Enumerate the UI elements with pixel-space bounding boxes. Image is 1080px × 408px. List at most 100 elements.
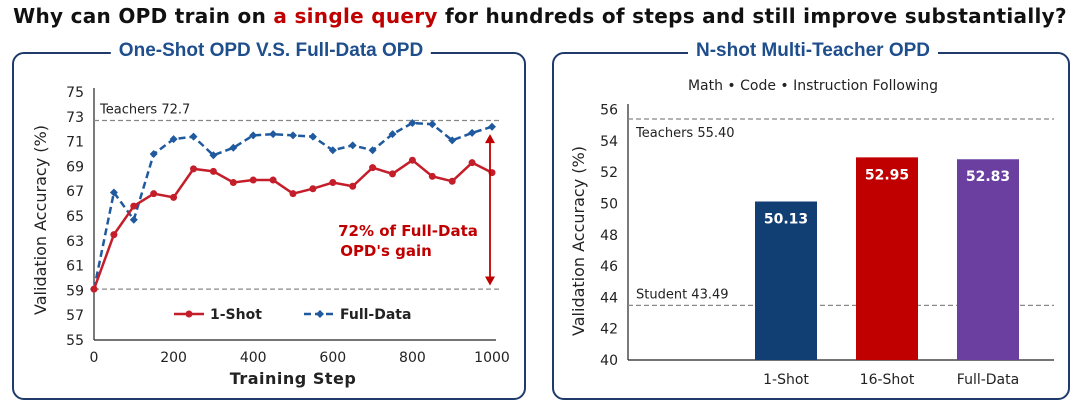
one-shot-point <box>408 156 416 164</box>
full-data-point <box>169 135 178 144</box>
bar-full-data <box>957 159 1019 360</box>
headline-suffix: for hundreds of steps and still improve … <box>437 4 1067 28</box>
bar-chart: Math • Code • Instruction Following 40 42 4… <box>569 78 1054 388</box>
full-data-point <box>468 128 477 137</box>
one-shot-point <box>369 164 377 172</box>
headline-highlight: a single query <box>273 4 438 28</box>
full-data-point <box>149 150 158 158</box>
bar-category-label: Full-Data <box>957 372 1019 388</box>
legend-full-data-label: Full-Data <box>340 307 411 323</box>
one-shot-point <box>468 159 476 167</box>
bar-y-tick-label: 48 <box>600 228 618 244</box>
full-data-point <box>448 136 457 145</box>
right-panel: N-shot Multi-Teacher OPD Math • Code • I… <box>552 40 1070 400</box>
student-reference-label: Student 43.49 <box>636 287 729 302</box>
one-shot-point <box>269 176 277 184</box>
headline-prefix: Why can OPD train on <box>13 4 274 28</box>
bar-y-axis-label: Validation Accuracy (%) <box>569 146 588 336</box>
full-data-point <box>368 146 377 155</box>
one-shot-point <box>349 182 357 190</box>
full-data-point <box>129 215 138 224</box>
gain-arrow-head-up <box>485 134 495 144</box>
bar-1-shot <box>755 201 817 360</box>
one-shot-point <box>90 285 98 293</box>
right-panel-title: N-shot Multi-Teacher OPD <box>688 40 938 62</box>
full-data-point <box>328 146 337 155</box>
y-tick-label: 57 <box>66 308 84 324</box>
full-data-point <box>488 122 496 131</box>
y-tick-label: 67 <box>66 184 84 200</box>
bar-y-tick-label: 40 <box>600 353 618 369</box>
y-tick-label: 65 <box>66 209 84 225</box>
full-data-point <box>308 132 317 141</box>
bar-y-tick-label: 44 <box>600 290 618 306</box>
left-panel: One-Shot OPD V.S. Full-Data OPD 55 57 59 61… <box>12 40 526 400</box>
one-shot-point <box>389 170 396 178</box>
one-shot-point <box>448 177 456 185</box>
x-tick-label: 1000 <box>474 350 510 366</box>
gain-arrow-head-down <box>485 276 495 286</box>
one-shot-point <box>329 179 337 187</box>
full-data-point <box>348 141 357 150</box>
one-shot-point <box>428 172 436 180</box>
y-tick-label: 63 <box>66 234 84 250</box>
bar-y-tick-label: 54 <box>600 134 618 150</box>
bar-y-tick-label: 46 <box>600 259 618 275</box>
bar-y-tick-label: 52 <box>600 165 618 181</box>
full-data-point <box>408 119 417 127</box>
one-shot-point <box>130 202 138 210</box>
legend-one-shot-marker <box>185 310 193 318</box>
teachers-reference-label: Teachers 55.40 <box>635 126 735 141</box>
one-shot-point <box>209 167 217 175</box>
one-shot-point <box>190 165 197 173</box>
y-tick-label: 59 <box>66 283 84 299</box>
full-data-point <box>189 132 198 141</box>
legend-full-data-marker <box>316 310 324 318</box>
full-data-point <box>209 151 218 160</box>
full-data-point <box>249 131 258 140</box>
x-tick-label: 200 <box>160 350 187 366</box>
x-tick-label: 800 <box>399 350 426 366</box>
gain-annotation-line-1: 72% of Full-Data <box>338 222 478 240</box>
legend-one-shot-label: 1-Shot <box>210 307 262 323</box>
bar-y-tick-label: 56 <box>600 103 618 119</box>
y-tick-label: 69 <box>66 159 84 175</box>
bar-y-tick-label: 50 <box>600 197 618 213</box>
x-tick-label: 600 <box>319 350 346 366</box>
bar-data-label: 52.83 <box>966 169 1010 185</box>
one-shot-point <box>289 190 297 198</box>
y-tick-label: 71 <box>66 135 84 151</box>
bar-data-label: 50.13 <box>764 211 808 227</box>
headline: Why can OPD train on a single query for … <box>0 4 1080 28</box>
x-tick-label: 400 <box>240 350 267 366</box>
one-shot-point <box>249 176 257 184</box>
y-tick-label: 55 <box>66 333 84 349</box>
gain-annotation-line-2: OPD's gain <box>340 242 432 260</box>
y-tick-label: 61 <box>66 259 84 275</box>
one-shot-point <box>170 193 178 201</box>
y-tick-label: 73 <box>66 110 84 126</box>
one-shot-point <box>309 185 317 193</box>
full-data-point <box>388 130 397 139</box>
full-data-series-line <box>92 121 493 290</box>
x-tick-label: 0 <box>90 350 99 366</box>
full-data-point <box>109 188 118 197</box>
bar-y-tick-label: 42 <box>600 322 618 338</box>
x-axis-label: Training Step <box>230 369 357 388</box>
bar-16-shot <box>856 157 918 360</box>
bar-data-label: 52.95 <box>865 167 909 183</box>
one-shot-point <box>150 190 158 198</box>
y-tick-label: 75 <box>66 85 84 101</box>
left-panel-title: One-Shot OPD V.S. Full-Data OPD <box>110 40 432 62</box>
bar-category-label: 16-Shot <box>860 372 915 388</box>
bar-chart-subtitle: Math • Code • Instruction Following <box>688 78 938 94</box>
line-chart: 55 57 59 61 63 65 67 69 71 73 75 0 200 400 600 800 1000 T… <box>31 85 510 388</box>
teachers-reference-label: Teachers 72.7 <box>99 103 190 118</box>
one-shot-point <box>110 231 118 239</box>
one-shot-point <box>229 179 237 187</box>
full-data-point <box>229 143 238 152</box>
y-axis-label: Validation Accuracy (%) <box>31 125 50 315</box>
bar-category-label: 1-Shot <box>763 372 809 388</box>
full-data-point <box>289 131 297 140</box>
full-data-point <box>269 130 278 139</box>
